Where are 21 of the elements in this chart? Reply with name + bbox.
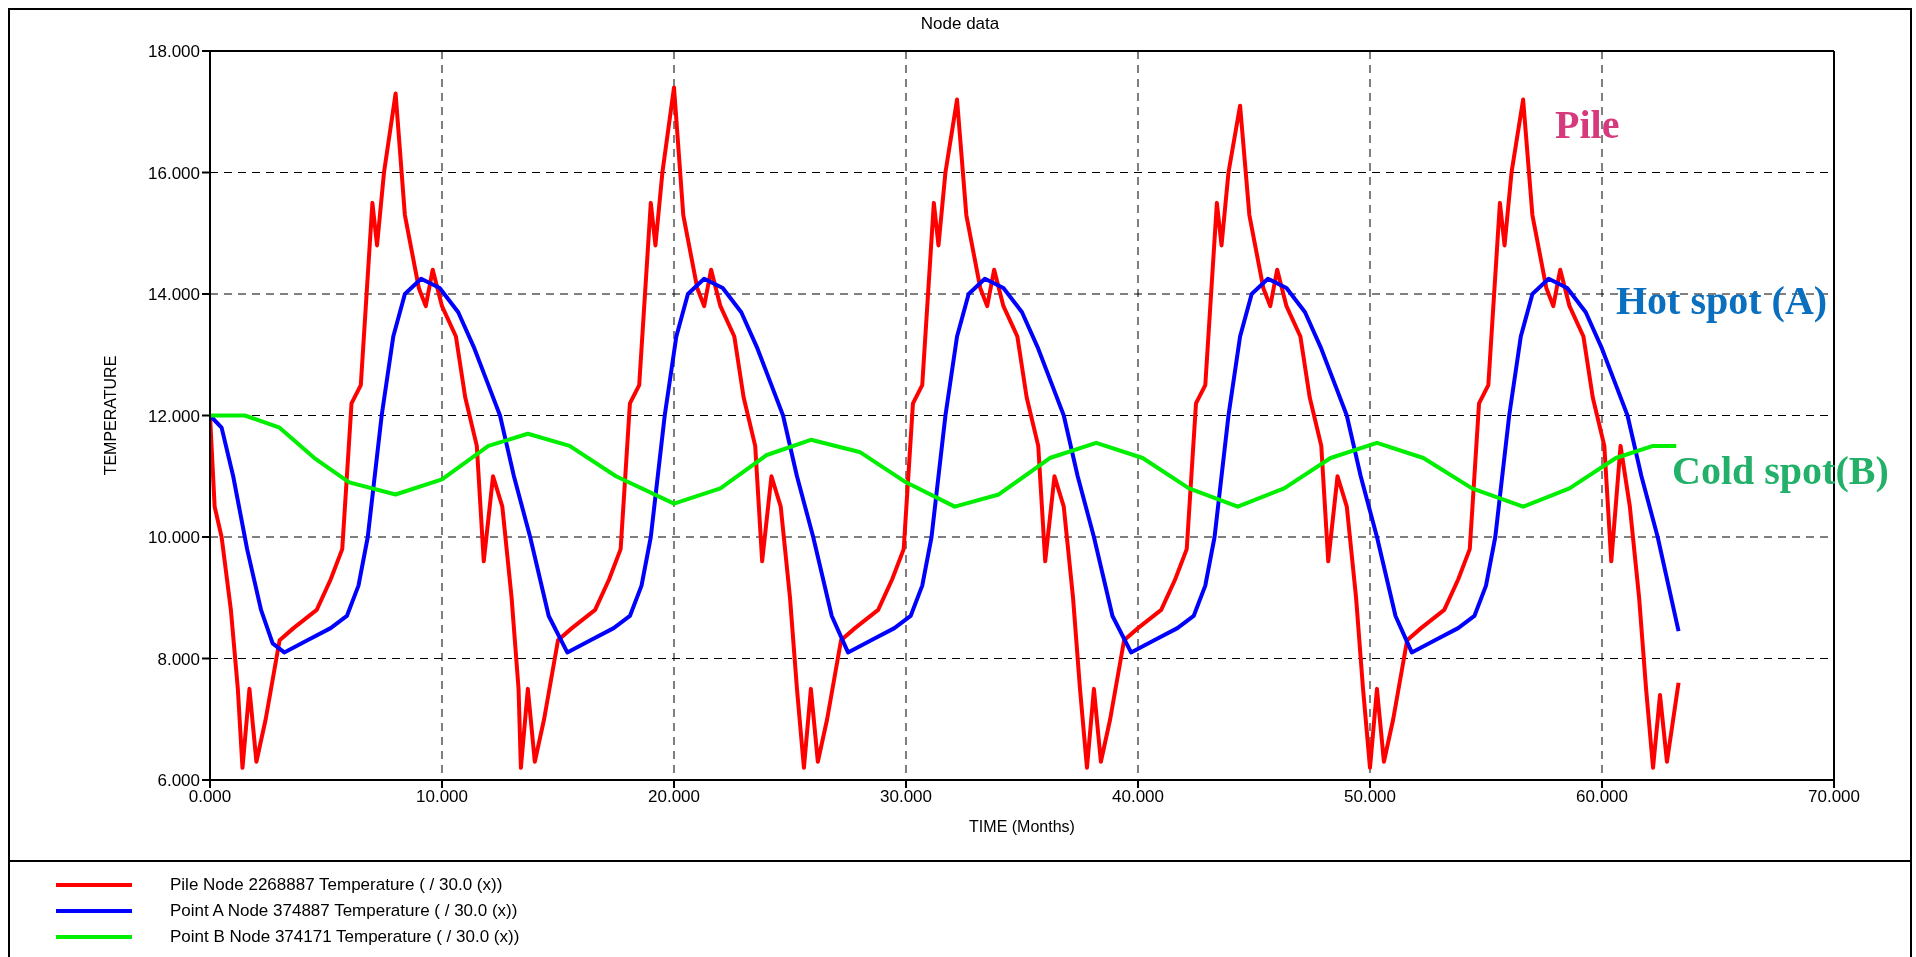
annotation: Hot spot (A)	[1616, 278, 1828, 324]
y-tick-label: 8.000	[157, 649, 200, 669]
y-tick-label: 12.000	[148, 406, 200, 426]
y-tick-label: 10.000	[148, 528, 200, 548]
legend-label: Point B Node 374171 Temperature ( / 30.0 (x))	[170, 927, 520, 947]
y-tick-label: 14.000	[148, 285, 200, 305]
x-tick-label: 40.000	[1112, 787, 1164, 807]
y-tick-label: 18.000	[148, 42, 200, 62]
x-tick-label: 50.000	[1344, 787, 1396, 807]
x-tick-label: 70.000	[1808, 787, 1860, 807]
x-tick-label: 20.000	[648, 787, 700, 807]
y-tick-label: 16.000	[148, 163, 200, 183]
x-tick-label: 60.000	[1576, 787, 1628, 807]
x-tick-label: 30.000	[880, 787, 932, 807]
annotation: Pile	[1555, 102, 1620, 148]
legend-label: Point A Node 374887 Temperature ( / 30.0 (x))	[170, 901, 518, 921]
legend-label: Pile Node 2268887 Temperature ( / 30.0 (x))	[170, 875, 503, 895]
x-axis-title: TIME (Months)	[969, 818, 1075, 835]
x-tick-label: 10.000	[416, 787, 468, 807]
chart-title: Node data	[919, 14, 1001, 34]
y-axis-title: TEMPERATURE	[101, 355, 119, 476]
